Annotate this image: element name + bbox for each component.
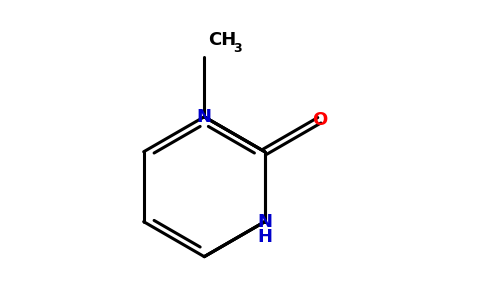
Text: H: H [257, 228, 272, 246]
Text: 3: 3 [233, 41, 242, 55]
Text: N: N [197, 108, 212, 126]
Text: CH: CH [208, 31, 236, 49]
Text: N: N [257, 213, 272, 231]
Text: O: O [312, 111, 327, 129]
